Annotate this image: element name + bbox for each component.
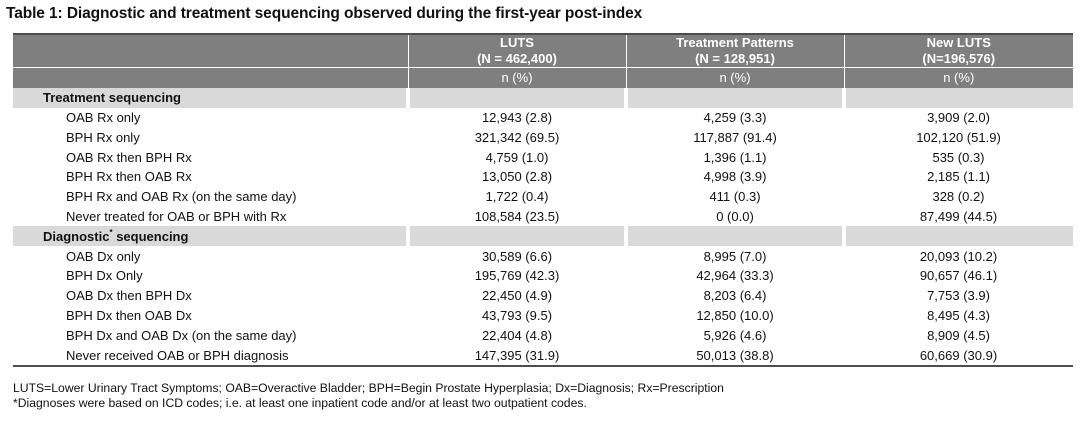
cell-value: 12,943 (2.8) [408,107,626,128]
column-header-treatment-patterns: Treatment Patterns (N = 128,951) [626,33,845,68]
cell-value: 102,120 (51.9) [844,127,1073,148]
cell-value: 321,342 (69.5) [408,127,626,148]
column-n: (N=196,576) [922,51,996,66]
column-n: (N = 462,400) [477,51,557,66]
section-blank-cell [844,226,1073,247]
section-title-text: Treatment sequencing [43,90,181,106]
column-name: New LUTS [926,35,991,50]
row-label: OAB Dx then BPH Dx [13,285,408,306]
cell-value: 411 (0.3) [626,186,844,207]
row-label: OAB Rx then BPH Rx [13,147,408,167]
cell-value: 50,013 (38.8) [626,345,844,367]
cell-value: 195,769 (42.3) [408,265,626,286]
cell-value: 90,657 (46.1) [844,265,1073,286]
cell-value: 4,759 (1.0) [408,147,626,167]
row-label: OAB Dx only [13,246,408,266]
cell-value: 20,093 (10.2) [844,246,1073,266]
cell-value: 3,909 (2.0) [844,107,1073,128]
unit-cell: n (%) [844,66,1073,88]
cell-value: 7,753 (3.9) [844,285,1073,306]
row-label: BPH Dx and OAB Dx (on the same day) [13,325,408,346]
cell-value: 2,185 (1.1) [844,166,1073,187]
cell-value: 8,995 (7.0) [626,246,844,266]
footnote-diagnoses: *Diagnoses were based on ICD codes; i.e.… [13,396,587,410]
cell-value: 8,203 (6.4) [626,285,844,306]
section-header-row: Treatment sequencing [13,87,1073,108]
column-header-new-luts: New LUTS (N=196,576) [844,33,1073,68]
row-label: Never received OAB or BPH diagnosis [13,345,408,367]
cell-value: 43,793 (9.5) [408,305,626,326]
column-name: LUTS [500,35,534,50]
row-label: BPH Dx Only [13,265,408,286]
table-row: BPH Dx then OAB Dx 43,793 (9.5) 12,850 (10… [13,305,1073,326]
cell-value: 42,964 (33.3) [626,265,844,286]
row-label: BPH Rx only [13,127,408,148]
section-title-rest: sequencing [112,228,189,244]
cell-value: 4,259 (3.3) [626,107,844,128]
row-label: Never treated for OAB or BPH with Rx [13,206,408,227]
section-blank-cell [408,87,628,108]
row-label: OAB Rx only [13,107,408,128]
section-title: Treatment sequencing [13,87,410,108]
section-title-superscript: * [109,227,113,237]
table-row: OAB Dx then BPH Dx 22,450 (4.9) 8,203 (6.4… [13,285,1073,306]
cell-value: 12,850 (10.0) [626,305,844,326]
cell-value: 87,499 (44.5) [844,206,1073,227]
table-title: Table 1: Diagnostic and treatment sequen… [6,5,643,22]
section-blank-cell [626,87,846,108]
cell-value: 8,909 (4.5) [844,325,1073,346]
row-label: BPH Rx then OAB Rx [13,166,408,187]
section-header-row: Diagnostic* sequencing [13,226,1073,247]
cell-value: 328 (0.2) [844,186,1073,207]
cell-value: 13,050 (2.8) [408,166,626,187]
header-row: LUTS (N = 462,400) Treatment Patterns (N… [13,33,1073,68]
cell-value: 8,495 (4.3) [844,305,1073,326]
cell-value: 1,722 (0.4) [408,186,626,207]
table-row: BPH Dx Only 195,769 (42.3) 42,964 (33.3) 90… [13,265,1073,286]
table-row: BPH Rx only 321,342 (69.5) 117,887 (91.4) 1… [13,127,1073,148]
cell-value: 60,669 (30.9) [844,345,1073,367]
cell-value: 0 (0.0) [626,206,844,227]
section-blank-cell [626,226,846,247]
table-row: BPH Rx then OAB Rx 13,050 (2.8) 4,998 (3.9… [13,166,1073,187]
column-name: Treatment Patterns [676,35,794,50]
column-n: (N = 128,951) [695,51,775,66]
cell-value: 535 (0.3) [844,147,1073,167]
table-row: BPH Dx and OAB Dx (on the same day) 22,40… [13,325,1073,346]
cell-value: 117,887 (91.4) [626,127,844,148]
cell-value: 1,396 (1.1) [626,147,844,167]
data-table: LUTS (N = 462,400) Treatment Patterns (N… [13,33,1073,367]
unit-cell: n (%) [408,66,627,88]
table-row: OAB Rx then BPH Rx 4,759 (1.0) 1,396 (1.1)… [13,147,1073,167]
cell-value: 30,589 (6.6) [408,246,626,266]
column-header-luts: LUTS (N = 462,400) [408,33,627,68]
section-title-text: Diagnostic [43,228,110,244]
section-blank-cell [408,226,628,247]
cell-value: 5,926 (4.6) [626,325,844,346]
table-row: OAB Dx only 30,589 (6.6) 8,995 (7.0) 20,093… [13,246,1073,266]
unit-row: n (%) n (%) n (%) [13,66,1073,88]
table-row: BPH Rx and OAB Rx (on the same day) 1,722… [13,186,1073,207]
footnotes: LUTS=Lower Urinary Tract Symptoms; OAB=O… [13,381,724,411]
row-label: BPH Dx then OAB Dx [13,305,408,326]
table-row: Never treated for OAB or BPH with Rx 108,… [13,206,1073,227]
cell-value: 147,395 (31.9) [408,345,626,367]
cell-value: 4,998 (3.9) [626,166,844,187]
section-blank-cell [844,87,1073,108]
unit-empty-cell [13,66,409,88]
cell-value: 108,584 (23.5) [408,206,626,227]
cell-value: 22,450 (4.9) [408,285,626,306]
cell-value: 22,404 (4.8) [408,325,626,346]
table-row: Never received OAB or BPH diagnosis 147,3… [13,345,1073,367]
footnote-abbreviations: LUTS=Lower Urinary Tract Symptoms; OAB=O… [13,381,724,395]
table-row: OAB Rx only 12,943 (2.8) 4,259 (3.3) 3,909 … [13,107,1073,128]
header-empty-cell [13,33,409,68]
row-label: BPH Rx and OAB Rx (on the same day) [13,186,408,207]
section-title: Diagnostic* sequencing [13,226,410,247]
unit-cell: n (%) [626,66,845,88]
